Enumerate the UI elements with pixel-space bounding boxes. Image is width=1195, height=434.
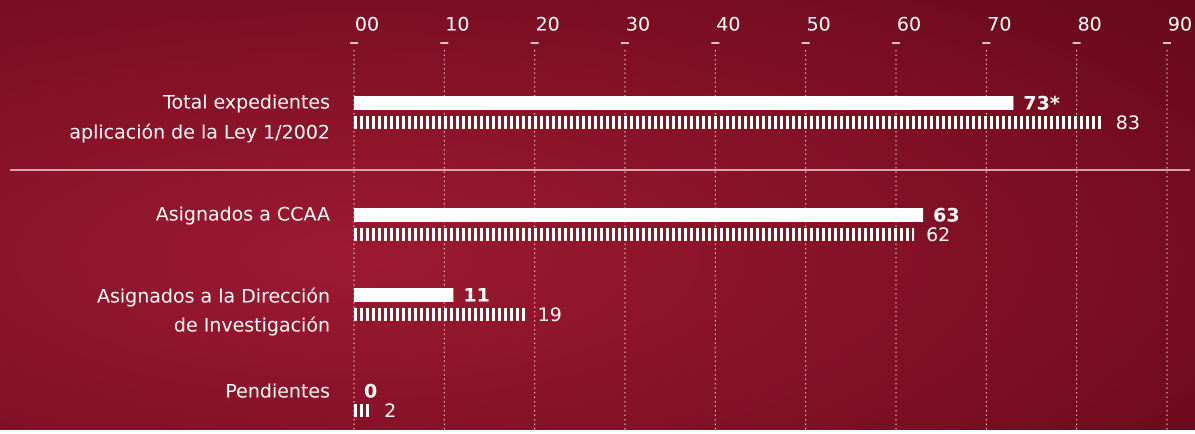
x-tick-label: 40 xyxy=(716,14,740,36)
category-label: Asignados a CCAA xyxy=(156,204,330,226)
x-tick-label: 10 xyxy=(445,14,469,36)
category-label: Asignados a la Dirección xyxy=(97,286,330,308)
value-label: 73* xyxy=(1023,93,1059,115)
category-label: Total expedientes xyxy=(162,92,330,114)
x-tick-label: 80 xyxy=(1078,14,1102,36)
value-label: 83 xyxy=(1116,112,1140,134)
category-label: aplicación de la Ley 1/2002 xyxy=(69,122,330,144)
striped-bar xyxy=(354,404,373,417)
striped-bar xyxy=(354,308,526,321)
bar xyxy=(354,288,454,302)
x-tick-label: 20 xyxy=(536,14,560,36)
x-tick-label: 90 xyxy=(1168,14,1192,36)
x-tick-label: 00 xyxy=(355,14,379,36)
x-tick-label: 70 xyxy=(987,14,1011,36)
x-tick-label: 50 xyxy=(807,14,831,36)
value-label: 19 xyxy=(538,304,562,326)
striped-bar xyxy=(354,228,915,241)
value-label: 62 xyxy=(926,224,950,246)
category-label: Pendientes xyxy=(225,381,330,403)
striped-bar xyxy=(354,116,1104,129)
value-label: 0 xyxy=(364,381,377,403)
value-label: 11 xyxy=(463,285,489,307)
x-tick-label: 30 xyxy=(626,14,650,36)
value-label: 63 xyxy=(933,205,959,227)
x-tick-label: 60 xyxy=(897,14,921,36)
category-label: de Investigación xyxy=(174,315,330,337)
bar xyxy=(354,96,1014,110)
bar xyxy=(354,208,924,222)
value-label: 2 xyxy=(384,400,396,422)
